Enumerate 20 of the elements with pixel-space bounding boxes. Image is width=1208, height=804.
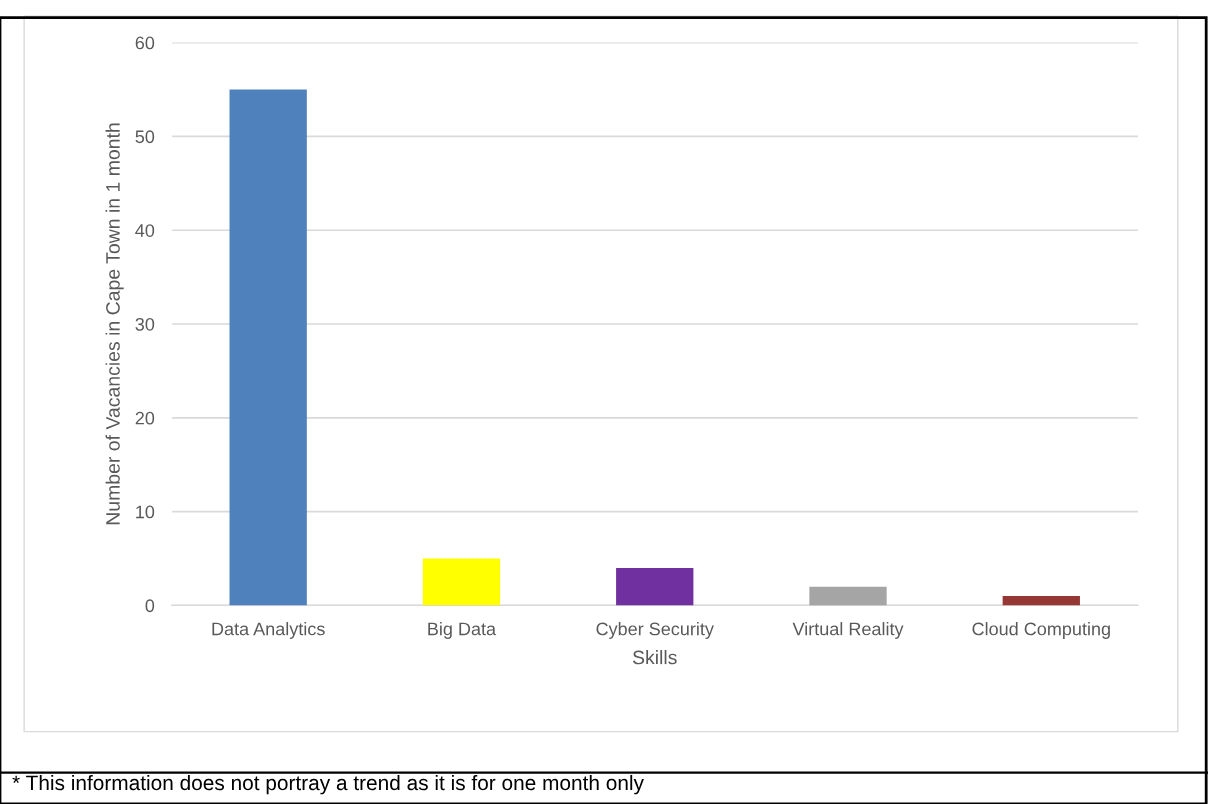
y-axis-title: Number of Vacancies in Cape Town in 1 month: [105, 123, 124, 525]
y-tick-label: 40: [135, 224, 155, 237]
x-tick-label: Data Analytics: [212, 622, 325, 639]
y-tick-label: 30: [135, 317, 155, 331]
x-axis-title: Skills: [632, 650, 677, 665]
bar: [422, 558, 501, 606]
y-tick-label: 0: [145, 599, 155, 613]
bar: [616, 567, 694, 606]
x-tick-label: Cyber Security: [596, 622, 714, 639]
x-tick-label: Virtual Reality: [792, 622, 904, 639]
y-tick-label: 60: [135, 36, 155, 50]
x-tick-label: Cloud Computing: [972, 622, 1110, 639]
y-tick-label: 50: [135, 130, 155, 144]
y-tick-label: 10: [136, 505, 155, 519]
text: * This information does not portray a trend as it is for one month only: [12, 774, 644, 795]
x-tick-label: Big Data: [428, 622, 497, 639]
bar: [1002, 596, 1080, 606]
bar: [809, 586, 887, 606]
bar: [229, 89, 307, 606]
y-tick-label: 20: [135, 411, 155, 425]
